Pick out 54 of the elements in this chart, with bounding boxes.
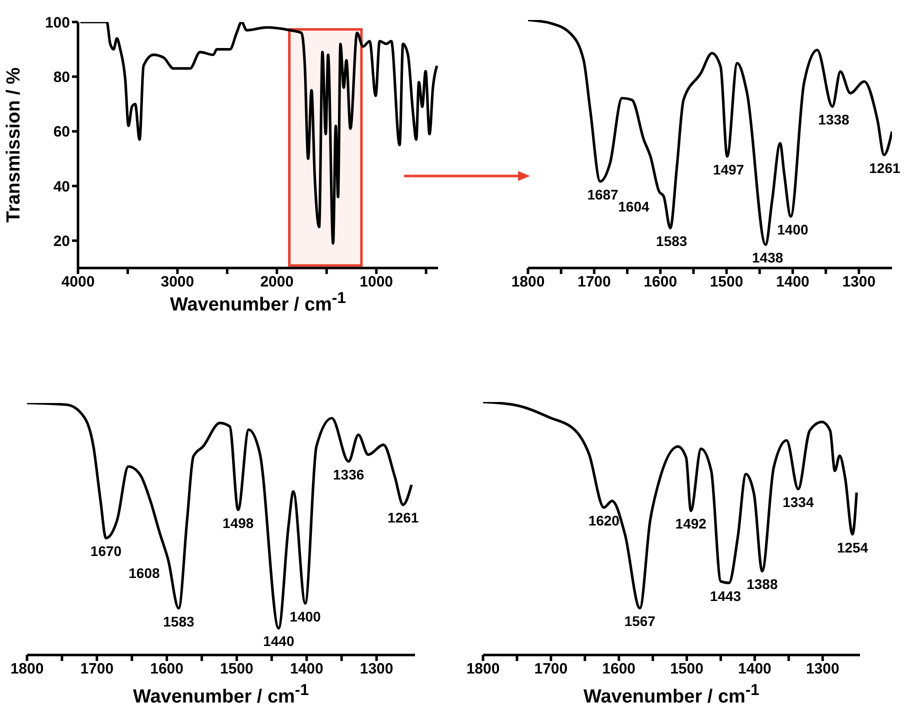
annotation: 1254: [836, 539, 868, 556]
x-tick-label: 1500: [710, 274, 744, 291]
x-tick-label: 1500: [670, 660, 704, 678]
x-tick-label: 1400: [776, 274, 810, 291]
annotation: 1497: [712, 161, 744, 178]
x-tick-label: 1800: [10, 660, 44, 678]
x-tick-label: 1800: [511, 274, 545, 291]
x-tick-label: 1600: [150, 660, 184, 678]
annotation: 1604: [618, 198, 650, 215]
x-tick-label: 1600: [644, 274, 678, 291]
annotation: 1336: [333, 466, 364, 482]
x-tick-label: 1700: [577, 274, 611, 291]
annotation: 1261: [869, 160, 900, 176]
annotation: 1670: [90, 543, 122, 560]
annotation: 1583: [656, 233, 688, 250]
x-tick-label: 1800: [466, 660, 500, 678]
annotation: 1388: [746, 576, 778, 592]
x-tick-label: 1500: [220, 660, 254, 678]
annotation: 1400: [290, 608, 322, 624]
y-tick-label: 40: [53, 178, 70, 196]
annotation: 1583: [163, 613, 194, 630]
y-tick-label: 100: [44, 14, 70, 32]
x-tick-label: 3000: [160, 274, 194, 291]
y-tick-label: 80: [53, 68, 70, 86]
annotation: 1608: [128, 564, 160, 581]
annotation: 1334: [782, 494, 814, 510]
annotation: 1443: [710, 588, 742, 604]
annotation: 1261: [388, 510, 419, 526]
annotation: 1400: [777, 221, 809, 238]
x-tick-label: 1300: [806, 660, 840, 678]
x-tick-label: 4000: [61, 274, 95, 291]
x-tick-label: 1400: [738, 660, 772, 678]
y-tick-label: 60: [53, 124, 70, 141]
x-tick-label: 1700: [80, 660, 114, 678]
annotation: 1687: [587, 186, 619, 202]
y-tick-label: 20: [53, 232, 70, 250]
y-axis-title: Transmission / %: [4, 67, 26, 223]
annotation: 1567: [624, 613, 656, 630]
annotation: 1438: [752, 250, 784, 266]
annotation: 1620: [588, 512, 620, 528]
x-tick-label: 1700: [534, 660, 568, 678]
x-tick-label: 1300: [842, 274, 876, 291]
x-tick-label: 1300: [360, 660, 394, 678]
x-tick-label: 1400: [290, 660, 324, 678]
annotation: 1498: [222, 514, 254, 531]
x-axis-title: Wavenumber / cm$^{-1}$: [132, 682, 310, 708]
annotation: 1338: [818, 111, 850, 128]
x-axis-title: Wavenumber / cm$^{-1}$: [582, 682, 760, 708]
x-tick-label: 2000: [260, 274, 294, 291]
x-tick-label: 1600: [602, 660, 636, 678]
annotation: 1492: [675, 516, 707, 532]
annotation: 1440: [263, 633, 294, 650]
x-axis-title: Wavenumber / cm$^{-1}$: [169, 290, 347, 316]
x-tick-label: 1000: [360, 274, 394, 291]
